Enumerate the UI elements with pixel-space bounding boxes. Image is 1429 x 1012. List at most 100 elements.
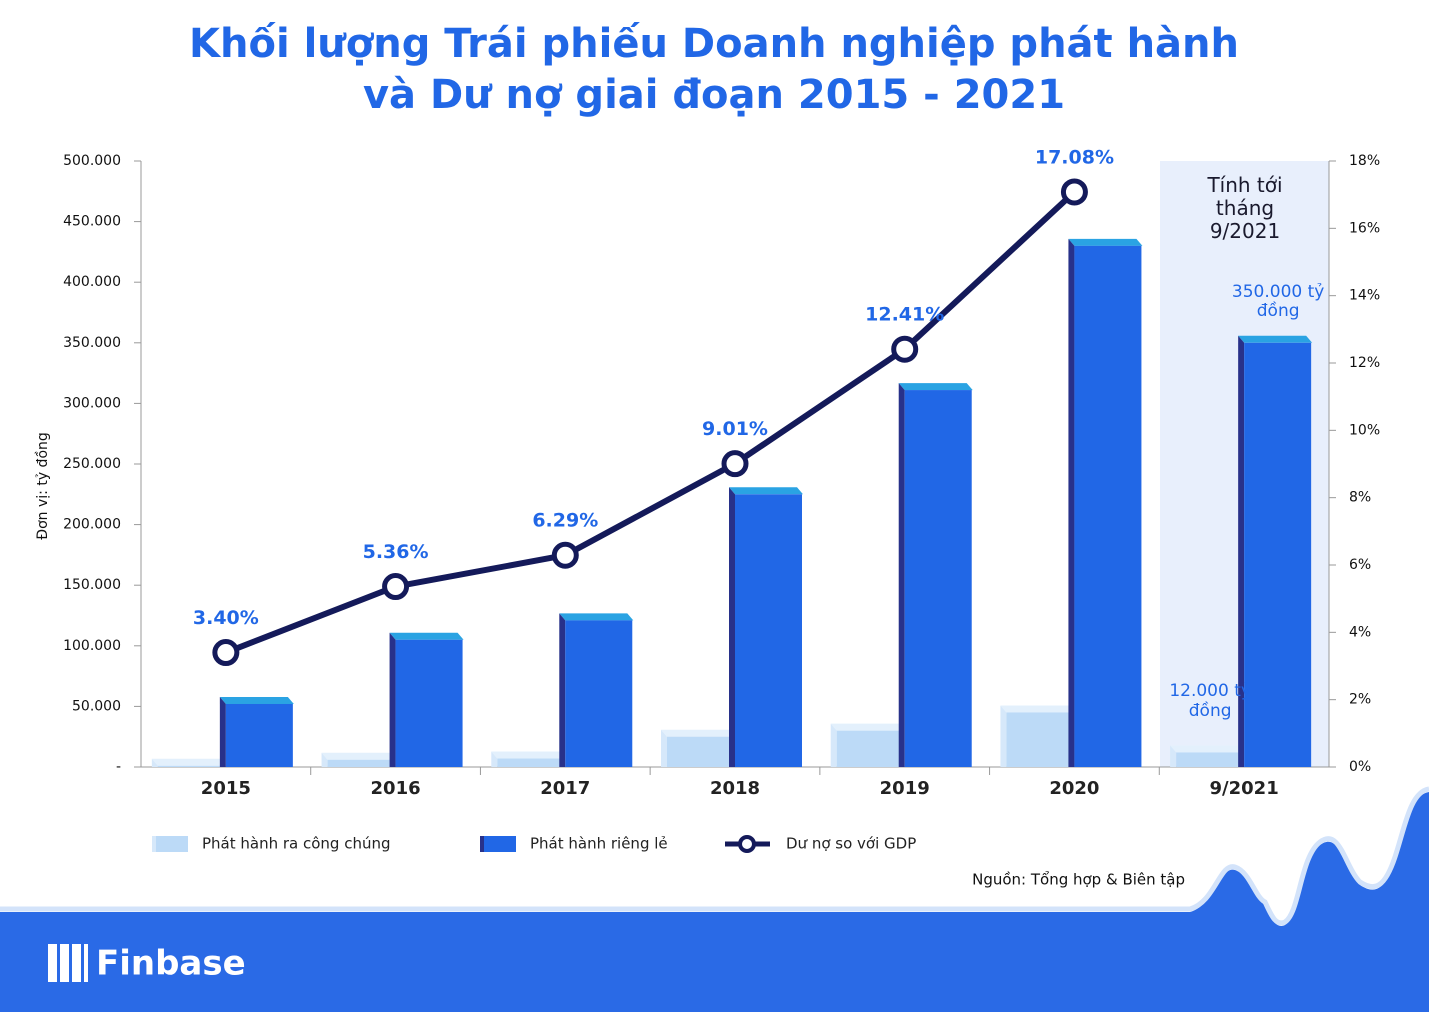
bar-side	[729, 487, 735, 767]
y-tick-label: 400.000	[63, 274, 121, 290]
bar	[836, 730, 904, 767]
line-point	[212, 639, 240, 667]
value-label: 12.41%	[865, 304, 944, 326]
legend-swatch-side	[152, 836, 156, 852]
bar-top	[1000, 705, 1075, 713]
line-point	[382, 573, 410, 601]
y-tick-label: -	[116, 759, 121, 775]
bar-top	[1170, 745, 1245, 753]
annotation: Tính tới tháng 9/2021	[1207, 173, 1283, 243]
legend-swatch-side	[480, 836, 484, 852]
bar-side	[559, 613, 566, 767]
legend-label: Phát hành ra công chúng	[202, 835, 391, 853]
bar-top	[729, 487, 803, 495]
x-tick-label: 2016	[371, 778, 421, 799]
bar-top	[219, 696, 294, 704]
y2-tick-label: 4%	[1349, 624, 1371, 640]
x-tick-label: 2020	[1049, 778, 1099, 799]
bar	[157, 765, 225, 767]
bar	[1006, 712, 1074, 767]
bar	[497, 758, 565, 767]
bar-side	[219, 696, 226, 767]
line	[224, 189, 1077, 656]
y-tick-label: 350.000	[63, 335, 121, 351]
line-point	[721, 450, 749, 478]
value-label: 12.000 tỷ đồng	[1169, 681, 1251, 721]
y-tick-label: 500.000	[63, 153, 121, 169]
bar-top	[1068, 238, 1143, 246]
y2-tick-label: 0%	[1349, 759, 1371, 775]
y2-tick-label: 16%	[1349, 220, 1380, 236]
bar	[1074, 245, 1142, 768]
y-tick-label: 50.000	[72, 698, 121, 714]
bar-side	[491, 751, 498, 767]
bar	[667, 736, 734, 767]
legend-swatch	[484, 836, 516, 852]
bar-side	[1000, 705, 1007, 767]
bar-top	[661, 729, 735, 737]
y-tick-label: 200.000	[63, 517, 121, 533]
bar-side	[1170, 745, 1177, 767]
y-tick-label: 100.000	[63, 638, 121, 654]
bar	[1176, 752, 1244, 767]
bar-top	[389, 632, 464, 640]
y2-tick-label: 12%	[1349, 355, 1380, 371]
bar-side	[1068, 238, 1075, 768]
bar-side	[1238, 335, 1245, 767]
brand: Finbase	[96, 944, 246, 984]
logo-icon	[48, 944, 88, 982]
bar-side	[661, 729, 667, 767]
y-tick-label: 150.000	[63, 577, 121, 593]
y2-tick-label: 8%	[1349, 490, 1371, 506]
x-tick-label: 2019	[880, 778, 930, 799]
bar	[904, 390, 972, 767]
bar	[395, 639, 463, 767]
bar-side	[898, 383, 905, 767]
bar-top	[491, 751, 566, 759]
y-axis-label: Đơn vị: tỷ đồng	[34, 432, 51, 540]
y2-tick-label: 6%	[1349, 557, 1371, 573]
bar	[735, 494, 802, 767]
value-label: 350.000 tỷ đồng	[1231, 281, 1325, 322]
value-label: 6.29%	[532, 510, 598, 532]
legend-label: Dư nợ so với GDP	[786, 835, 916, 853]
bar-top	[1238, 335, 1313, 343]
value-label: 5.36%	[363, 541, 429, 563]
y2-tick-label: 18%	[1349, 153, 1380, 169]
x-tick-label: 2017	[540, 778, 590, 799]
bar-side	[389, 632, 396, 767]
footer-wave	[0, 786, 1429, 926]
bar-top	[151, 758, 226, 766]
bar-side	[151, 758, 158, 767]
chart-title: Khối lượng Trái phiếu Doanh nghiệp phát …	[189, 21, 1239, 67]
source: Nguồn: Tổng hợp & Biên tập	[972, 871, 1185, 889]
chart-title: và Dư nợ giai đoạn 2015 - 2021	[363, 72, 1065, 118]
y2-tick-label: 2%	[1349, 692, 1371, 708]
line-point	[551, 541, 579, 569]
y2-tick-label: 10%	[1349, 422, 1380, 438]
bar-top	[559, 613, 634, 621]
bar-side	[830, 723, 837, 767]
bar	[327, 759, 395, 767]
bar-side	[321, 752, 328, 767]
y-tick-label: 450.000	[63, 214, 121, 230]
x-tick-label: 2015	[201, 778, 251, 799]
legend-swatch	[738, 835, 756, 853]
value-label: 9.01%	[702, 418, 768, 440]
bar-top	[830, 723, 905, 731]
y-tick-label: 250.000	[63, 456, 121, 472]
value-label: 3.40%	[193, 607, 259, 629]
legend-swatch	[156, 836, 188, 852]
footer-band	[0, 792, 1429, 1012]
y-tick-label: 300.000	[63, 395, 121, 411]
value-label: 17.08%	[1035, 146, 1114, 168]
line-point	[1060, 178, 1088, 206]
legend-label: Phát hành riêng lẻ	[530, 835, 668, 853]
bar-top	[321, 752, 396, 760]
x-tick-label: 2018	[710, 778, 760, 799]
bar	[565, 620, 633, 767]
bar	[1244, 342, 1312, 767]
bar	[225, 703, 293, 767]
